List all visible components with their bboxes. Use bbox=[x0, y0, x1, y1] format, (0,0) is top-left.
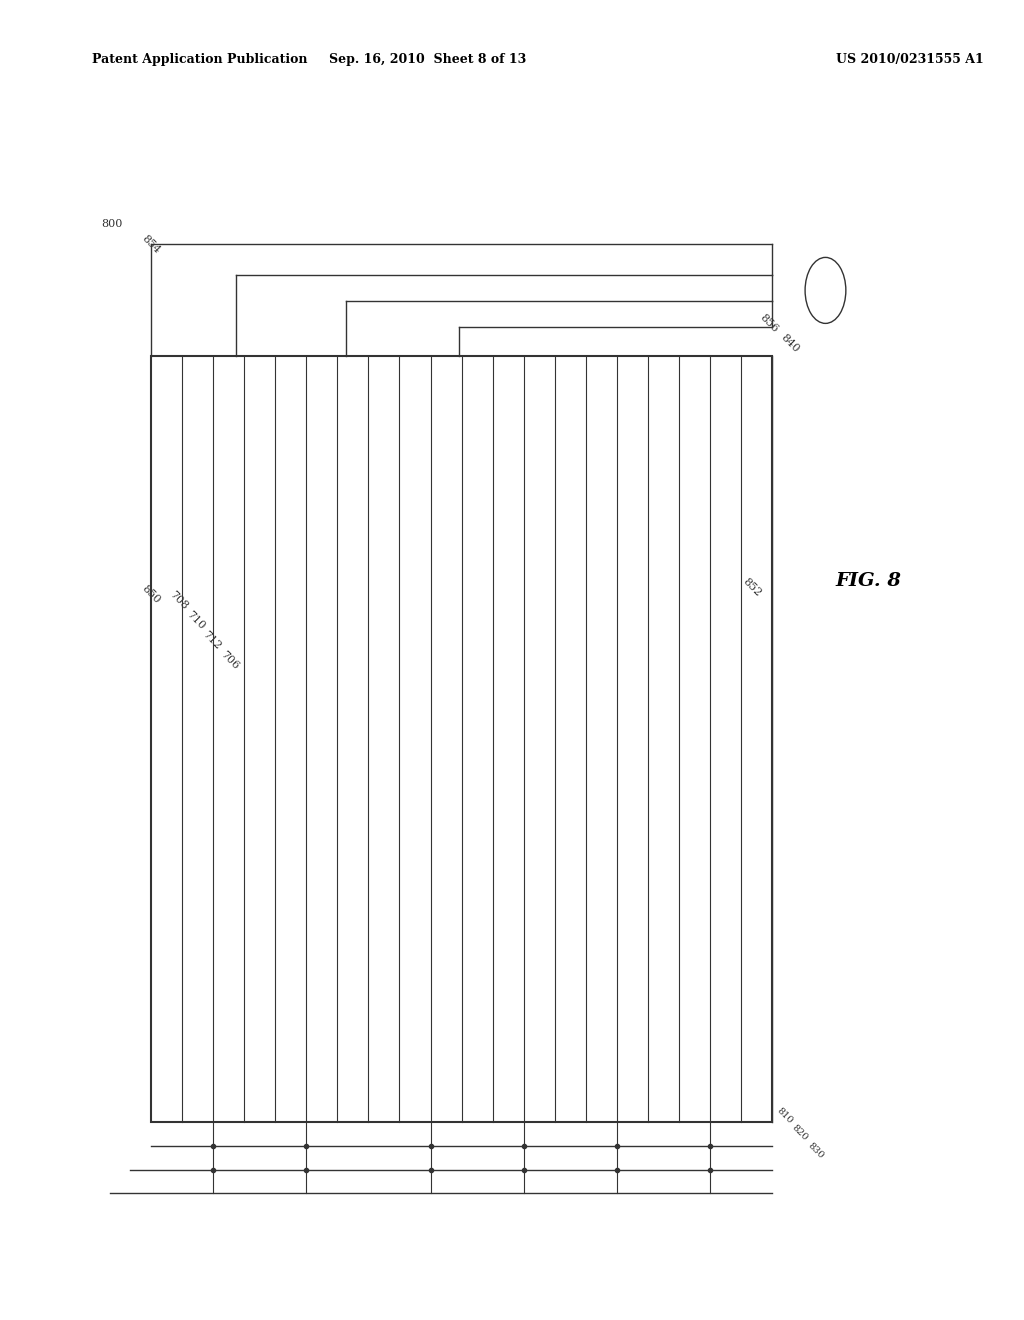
Text: 850: 850 bbox=[139, 583, 162, 605]
Text: 840: 840 bbox=[778, 333, 801, 354]
Text: 854: 854 bbox=[139, 234, 162, 255]
Text: 710: 710 bbox=[184, 610, 207, 631]
Text: 800: 800 bbox=[101, 219, 123, 230]
Text: 712: 712 bbox=[201, 630, 223, 651]
Text: Patent Application Publication: Patent Application Publication bbox=[92, 53, 307, 66]
Text: 830: 830 bbox=[806, 1142, 825, 1160]
Ellipse shape bbox=[805, 257, 846, 323]
Bar bbox=[151, 356, 772, 1122]
Text: 856: 856 bbox=[759, 313, 780, 334]
Text: 852: 852 bbox=[741, 577, 763, 598]
Text: 820: 820 bbox=[791, 1123, 810, 1142]
Text: Sep. 16, 2010  Sheet 8 of 13: Sep. 16, 2010 Sheet 8 of 13 bbox=[330, 53, 526, 66]
Text: 706: 706 bbox=[218, 649, 241, 671]
Text: 810: 810 bbox=[775, 1106, 795, 1125]
Text: 708: 708 bbox=[167, 590, 189, 611]
Text: US 2010/0231555 A1: US 2010/0231555 A1 bbox=[836, 53, 983, 66]
Text: FIG. 8: FIG. 8 bbox=[836, 572, 902, 590]
